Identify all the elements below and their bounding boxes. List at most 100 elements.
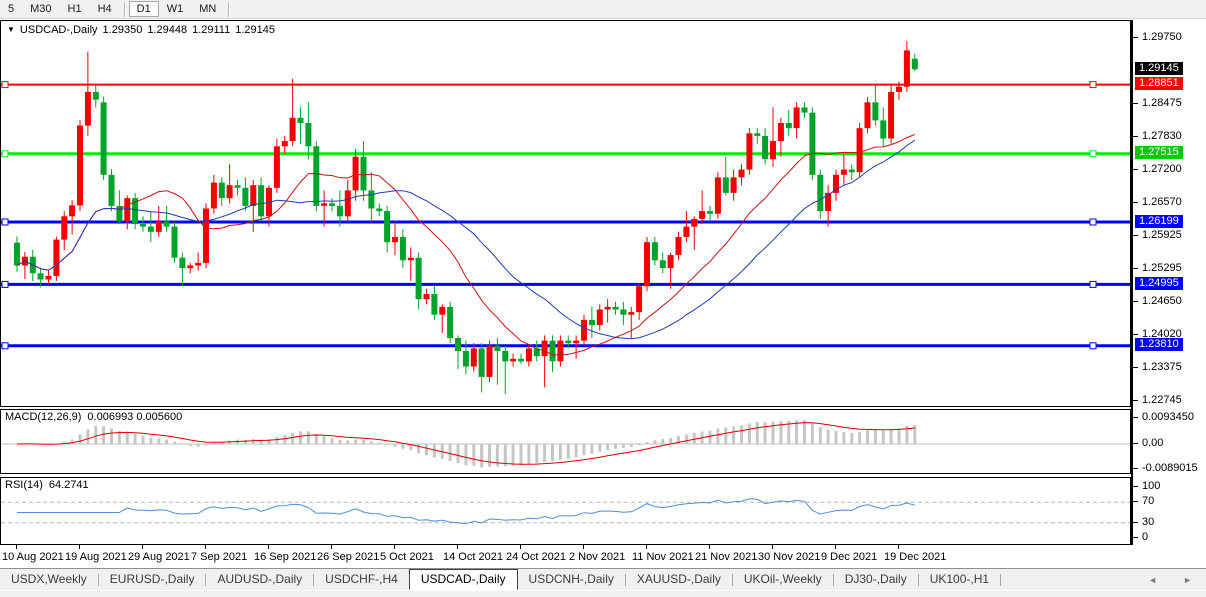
tab-ukoil-weekly[interactable]: UKOil-,Weekly <box>743 572 822 586</box>
candle-body <box>45 275 52 280</box>
candle-body <box>53 239 60 276</box>
line-handle[interactable] <box>1 342 9 350</box>
tab-uk100-h1[interactable]: UK100-,H1 <box>929 572 990 586</box>
line-handle[interactable] <box>1089 280 1097 288</box>
price-tick <box>1133 136 1138 137</box>
candle-body <box>37 273 44 280</box>
date-label: 29 Aug 2021 <box>128 551 190 563</box>
price-badge-resistance-line: 1.28851 <box>1135 77 1183 90</box>
candle-body <box>486 345 493 377</box>
candle-body <box>848 169 855 173</box>
macd-histogram-bar <box>826 429 830 444</box>
rsi-panel[interactable] <box>0 477 1131 545</box>
price-tick-label: 1.27200 <box>1142 163 1182 175</box>
macd-histogram-bar <box>456 444 460 464</box>
line-handle[interactable] <box>1 150 9 158</box>
candle-body <box>155 221 162 232</box>
macd-histogram-bar <box>417 444 421 454</box>
macd-histogram-bar <box>165 439 169 444</box>
line-handle[interactable] <box>1 218 9 226</box>
timeframe-button-m30[interactable]: M30 <box>30 3 52 15</box>
tab-usdchf-h4[interactable]: USDCHF-,H4 <box>325 572 398 586</box>
macd-histogram-bar <box>314 434 318 444</box>
macd-histogram-bar <box>747 423 751 444</box>
tab-usdx-weekly[interactable]: USDX,Weekly <box>11 572 87 586</box>
line-handle[interactable] <box>1089 342 1097 350</box>
macd-histogram-bar <box>653 440 657 444</box>
macd-histogram-bar <box>488 444 491 467</box>
chart-dropdown-icon[interactable]: ▼ <box>7 25 15 34</box>
timeframe-button-w1[interactable]: W1 <box>166 3 184 15</box>
tab-usdcad-daily[interactable]: USDCAD-,Daily <box>408 569 518 590</box>
date-tick <box>583 545 584 549</box>
tab-separator <box>731 573 733 586</box>
main-chart[interactable] <box>0 20 1131 407</box>
candle-body <box>297 117 304 123</box>
candle-body <box>368 190 375 209</box>
rsi-tick-label: 70 <box>1142 495 1155 507</box>
date-tick <box>268 545 269 549</box>
macd-histogram-bar <box>330 438 334 444</box>
candle-body <box>407 257 414 261</box>
price-tick <box>1133 103 1138 104</box>
timeframe-button-d1[interactable]: D1 <box>128 1 159 17</box>
line-handle[interactable] <box>1 280 9 288</box>
timeframe-button-h4[interactable]: H4 <box>97 3 112 15</box>
macd-tick <box>1133 468 1138 469</box>
candle-body <box>722 177 729 193</box>
timeframe-button-mn[interactable]: MN <box>199 3 217 15</box>
candle-body <box>305 123 312 147</box>
date-label: 10 Aug 2021 <box>2 551 64 563</box>
macd-histogram-bar <box>598 444 602 452</box>
symbol-tab-bar: USDX,Weekly EURUSD-,Daily AUDUSD-,Daily USD… <box>0 568 1206 590</box>
line-handle[interactable] <box>1089 150 1097 158</box>
line-handle[interactable] <box>1 81 9 89</box>
macd-histogram-bar <box>346 440 350 444</box>
price-tick <box>1133 37 1138 38</box>
candle-body <box>691 218 698 227</box>
macd-histogram-bar <box>779 421 783 444</box>
candle-body <box>510 358 517 362</box>
candle-body <box>273 146 280 188</box>
candle-body <box>675 237 682 256</box>
line-handle[interactable] <box>1089 81 1097 89</box>
macd-histogram-bar <box>708 430 712 444</box>
tab-usdcnh-daily[interactable]: USDCNH-,Daily <box>528 572 614 586</box>
date-label: 7 Sep 2021 <box>191 551 248 563</box>
macd-histogram-bar <box>858 432 862 444</box>
price-tick <box>1133 202 1138 203</box>
tab-eurusd-daily[interactable]: EURUSD-,Daily <box>109 572 195 586</box>
macd-panel[interactable] <box>0 409 1131 474</box>
candle-body <box>462 351 469 367</box>
candle-body <box>116 205 123 222</box>
candle-body <box>888 91 895 139</box>
price-tick-label: 1.24020 <box>1142 328 1182 340</box>
candle-body <box>163 221 170 227</box>
candle-body <box>651 242 658 261</box>
macd-histogram-bar <box>448 444 452 461</box>
candle-body <box>730 177 737 193</box>
price-badge-support-line: 1.24995 <box>1135 277 1183 290</box>
macd-histogram-bar <box>243 439 247 444</box>
tab-audusd-daily[interactable]: AUDUSD-,Daily <box>217 572 303 586</box>
timeframe-button-5[interactable]: 5 <box>8 3 15 15</box>
tab-scroll-right-icon[interactable]: ► <box>1183 574 1192 585</box>
line-handle[interactable] <box>1089 218 1097 226</box>
price-scale[interactable]: 1.29750 1.28475 1.27830 1.27200 1.26570 1.259… <box>1131 20 1206 545</box>
date-label: 26 Sep 2021 <box>317 551 380 563</box>
tab-scroll-left-icon[interactable]: ◄ <box>1148 574 1158 585</box>
macd-histogram-bar <box>409 444 413 451</box>
macd-histogram-bar <box>755 422 759 444</box>
candle-body <box>565 340 572 344</box>
candle-body <box>533 348 540 357</box>
tab-dj30-daily[interactable]: DJ30-,Daily <box>844 572 907 586</box>
candle-body <box>84 91 91 126</box>
timeframe-button-h1[interactable]: H1 <box>67 3 82 15</box>
date-tick <box>394 545 395 549</box>
macd-histogram-bar <box>834 431 838 444</box>
candle-body <box>226 185 233 199</box>
price-badge-support-line: 1.27515 <box>1135 146 1183 159</box>
date-axis[interactable]: 10 Aug 2021 19 Aug 2021 29 Aug 2021 7 Sep 2… <box>0 545 1131 568</box>
rsi-tick-label: 100 <box>1142 480 1161 492</box>
tab-xauusd-daily[interactable]: XAUUSD-,Daily <box>636 572 721 586</box>
